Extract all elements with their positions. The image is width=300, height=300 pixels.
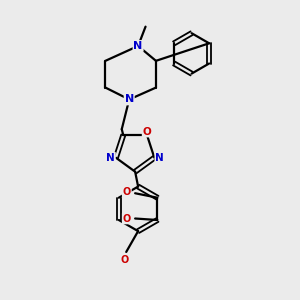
Text: O: O <box>121 255 129 265</box>
Text: O: O <box>142 127 152 136</box>
Text: O: O <box>123 187 131 197</box>
Text: methoxy: methoxy <box>0 299 1 300</box>
Text: N: N <box>124 94 134 104</box>
Text: N: N <box>134 41 143 51</box>
Text: O: O <box>123 214 131 224</box>
Text: N: N <box>106 153 115 163</box>
Text: N: N <box>155 153 164 163</box>
